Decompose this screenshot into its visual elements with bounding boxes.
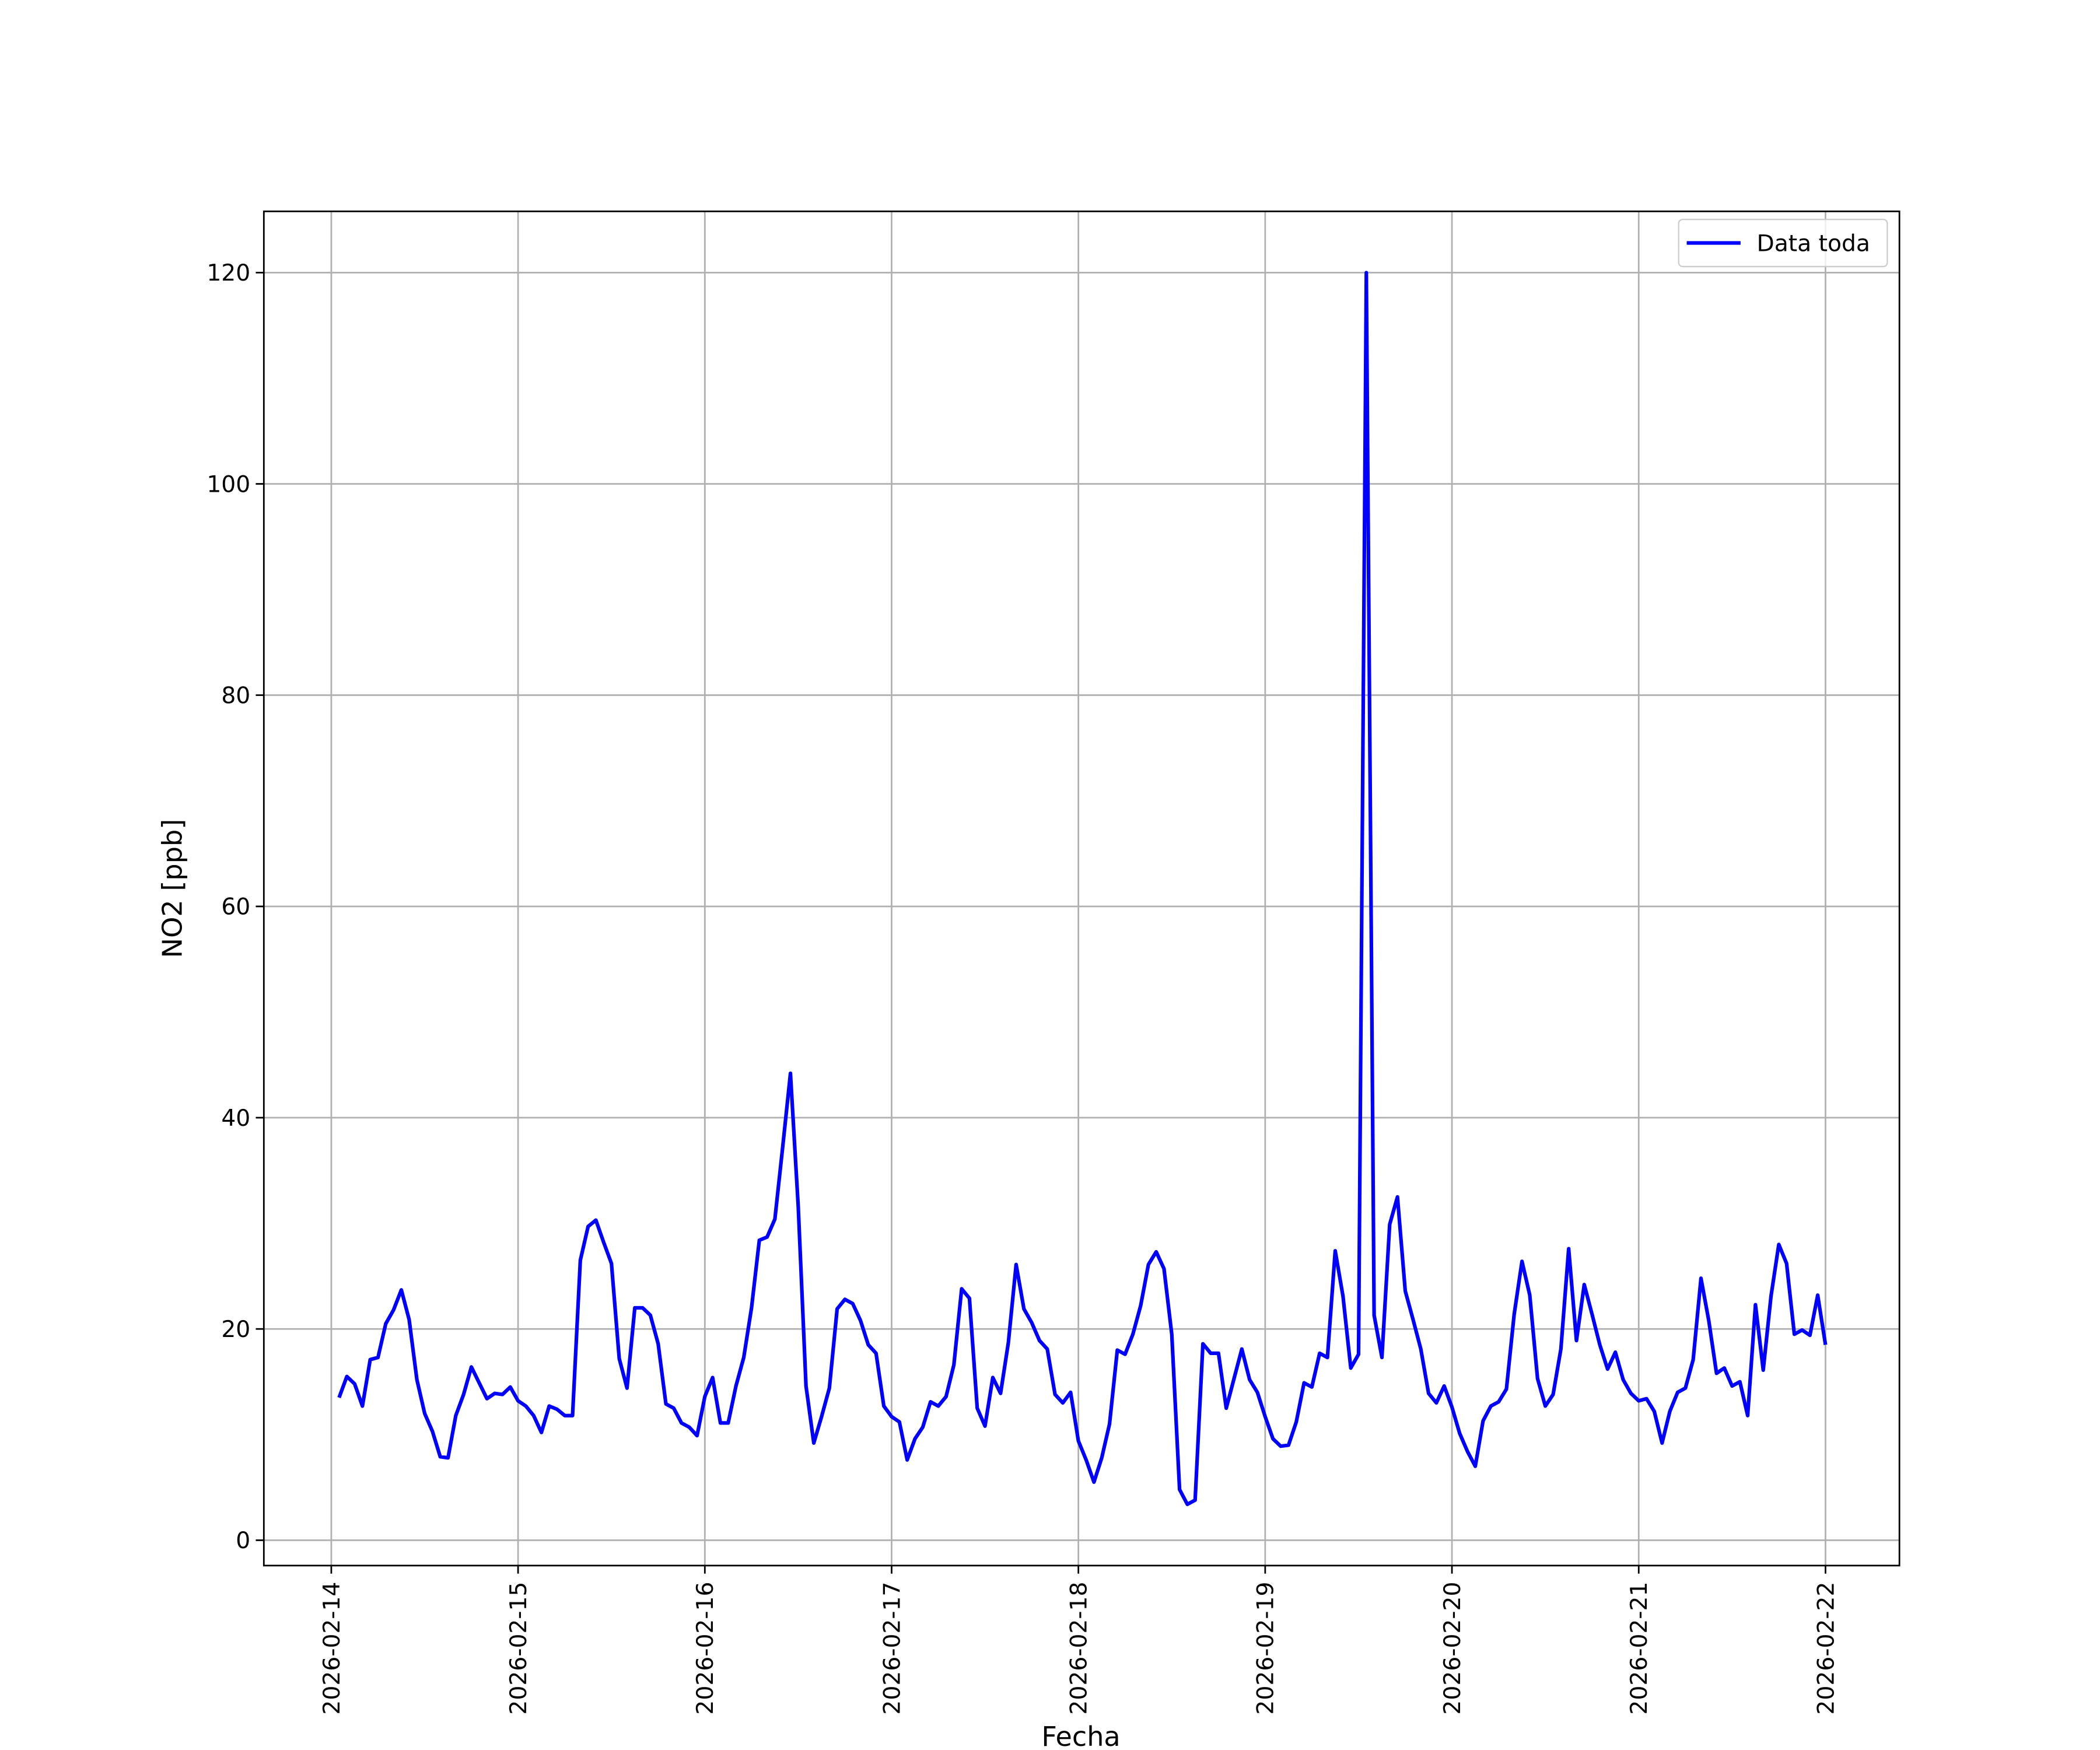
axes-frame (262, 210, 1901, 1567)
x-tick-label: 2026-02-14 (319, 1582, 345, 1715)
grid (264, 211, 1900, 1566)
legend-label: Data toda (1757, 230, 1870, 257)
data-line (337, 271, 1828, 1506)
y-tick-label: 20 (221, 1317, 250, 1343)
y-tick-label: 80 (221, 683, 250, 709)
x-axis-label: Fecha (1041, 1721, 1120, 1750)
x-tick-label: 2026-02-19 (1253, 1582, 1279, 1715)
legend: Data toda (1678, 218, 1888, 268)
x-tick-label: 2026-02-22 (1813, 1582, 1839, 1715)
legend-box (1678, 218, 1888, 268)
x-tick-label: 2026-02-20 (1440, 1582, 1466, 1715)
plot-area (337, 271, 1828, 1506)
y-axis-label: NO2 [ppb] (157, 819, 188, 958)
x-tick-label: 2026-02-16 (692, 1582, 719, 1715)
y-tick-label: 120 (206, 260, 250, 286)
x-tick-label: 2026-02-18 (1066, 1582, 1093, 1715)
y-tick-label: 100 (206, 471, 250, 498)
y-tick-label: 40 (221, 1105, 250, 1132)
x-tick-label: 2026-02-17 (879, 1582, 905, 1715)
x-tick-label: 2026-02-21 (1626, 1582, 1653, 1715)
y-tick-label: 0 (236, 1528, 250, 1554)
x-tick-label: 2026-02-15 (506, 1582, 532, 1715)
y-tick-label: 60 (221, 894, 250, 921)
